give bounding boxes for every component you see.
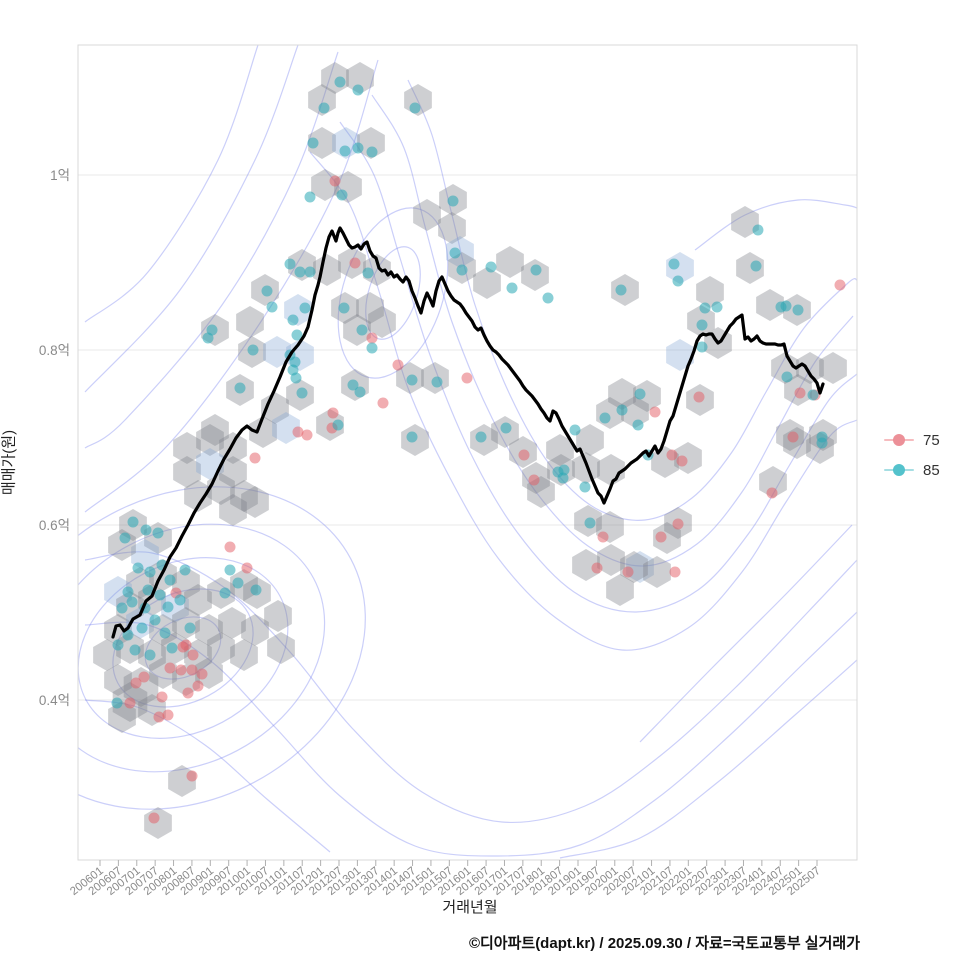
source-caption: ©디아파트(dapt.kr) / 2025.09.30 / 자료=국토교통부 실… (468, 935, 860, 952)
svg-text:0.8억: 0.8억 (39, 343, 70, 358)
legend-swatch-85-icon (884, 462, 914, 478)
median-line (111, 226, 825, 639)
contour-layer (78, 45, 857, 859)
x-tick-labels: 2006012006072007012007072008012008072009… (68, 860, 823, 898)
legend-item-75: 75 (884, 425, 940, 455)
legend-label-85: 85 (923, 461, 940, 479)
legend-swatch-75-icon (884, 432, 914, 448)
legend: 75 85 (884, 425, 940, 485)
svg-text:1억: 1억 (50, 168, 70, 183)
scatter-85-layer (111, 76, 828, 709)
svg-text:0.6억: 0.6억 (39, 518, 70, 533)
y-tick-labels: 1억 0.8억 0.6억 0.4억 (39, 168, 70, 708)
legend-item-85: 85 (884, 455, 940, 485)
y-axis-title: 매매가(원) (0, 429, 18, 496)
gridlines (78, 174, 857, 701)
hexbin-layer (93, 62, 847, 839)
legend-label-75: 75 (923, 431, 940, 449)
svg-text:0.4억: 0.4억 (39, 693, 70, 708)
x-axis-title: 거래년월 (442, 899, 498, 916)
